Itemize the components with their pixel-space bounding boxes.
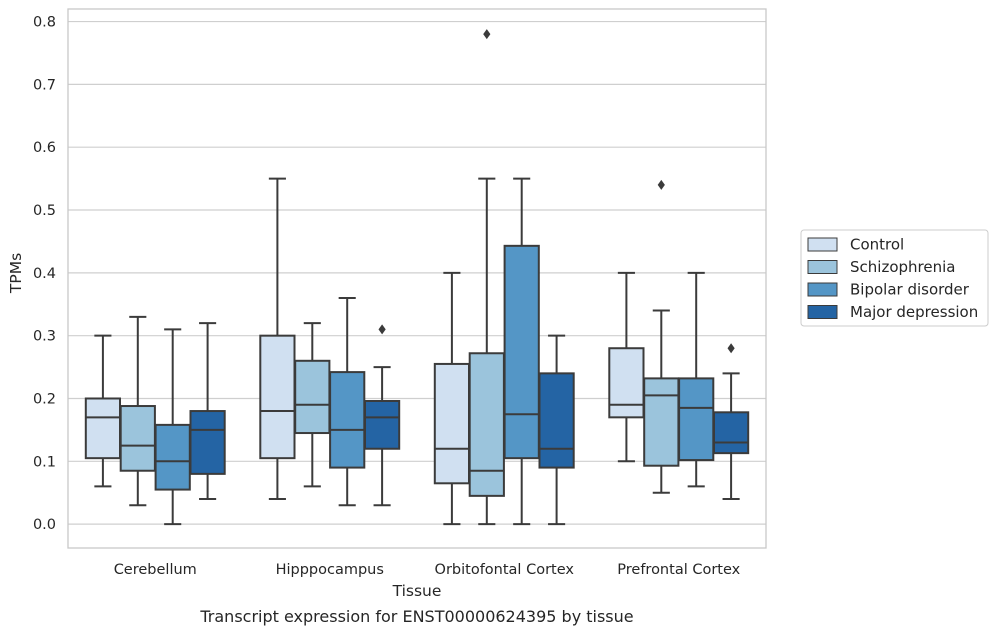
box-iqr bbox=[433, 362, 471, 485]
x-axis-label: Tissue bbox=[392, 582, 442, 600]
figure-caption: Transcript expression for ENST0000062439… bbox=[199, 607, 633, 626]
box-iqr bbox=[119, 405, 156, 472]
box-iqr bbox=[608, 347, 645, 419]
plot-frame bbox=[67, 8, 767, 549]
legend-label: Control bbox=[850, 236, 904, 254]
legend-swatch bbox=[807, 260, 838, 274]
outlier-point bbox=[727, 343, 735, 354]
box-3-3 bbox=[712, 343, 750, 500]
box-iqr bbox=[712, 411, 750, 455]
outlier-point bbox=[483, 29, 491, 40]
y-tick-label: 0.2 bbox=[33, 391, 56, 407]
box-iqr bbox=[259, 334, 296, 460]
y-tick-label: 0.5 bbox=[33, 203, 56, 219]
box-iqr bbox=[538, 372, 575, 469]
outlier-point bbox=[378, 324, 386, 335]
box-iqr bbox=[189, 410, 226, 475]
y-tick-label: 0.6 bbox=[33, 140, 56, 156]
x-tick-labels: Cerebellum Hipppocampus Orbitofontal Corte… bbox=[114, 562, 741, 578]
legend-label: Major depression bbox=[850, 303, 978, 321]
x-tick-label: Hipppocampus bbox=[276, 562, 384, 578]
box-1-0 bbox=[259, 177, 296, 500]
y-tick-label: 0.4 bbox=[33, 266, 56, 282]
y-axis-label: TPMs bbox=[7, 253, 25, 294]
box-0-0 bbox=[84, 334, 122, 488]
box-2-1 bbox=[468, 29, 505, 526]
legend-label: Bipolar disorder bbox=[850, 281, 970, 299]
box-iqr bbox=[154, 423, 191, 491]
box-3-1 bbox=[643, 179, 680, 494]
box-0-3 bbox=[189, 322, 226, 500]
box-iqr bbox=[678, 377, 715, 462]
x-tick-label: Cerebellum bbox=[114, 562, 197, 578]
box-1-1 bbox=[294, 322, 331, 488]
box-2-3 bbox=[538, 334, 575, 526]
box-iqr bbox=[503, 244, 540, 460]
box-3-2 bbox=[678, 271, 715, 488]
box-0-1 bbox=[119, 315, 156, 507]
y-tick-label: 0.8 bbox=[33, 15, 56, 31]
box-1-2 bbox=[329, 296, 366, 507]
box-iqr bbox=[468, 352, 505, 497]
legend-swatch bbox=[807, 282, 838, 297]
y-tick-labels: 0.0 0.1 0.2 0.3 0.4 0.5 0.6 0.7 0.8 bbox=[33, 15, 56, 534]
legend-swatch bbox=[807, 237, 838, 252]
boxes bbox=[84, 29, 750, 526]
y-tick-label: 0.7 bbox=[33, 77, 56, 93]
legend-frame bbox=[800, 229, 989, 327]
outlier-point bbox=[657, 179, 665, 190]
legend-label: Schizophrenia bbox=[850, 258, 955, 276]
box-2-2 bbox=[503, 177, 540, 526]
legend: Control Schizophrenia Bipolar disorder Majo… bbox=[800, 229, 989, 327]
box-0-2 bbox=[154, 328, 191, 526]
y-tick-label: 0.1 bbox=[33, 454, 56, 470]
x-tick-label: Orbitofontal Cortex bbox=[435, 562, 575, 578]
box-iqr bbox=[363, 400, 401, 450]
box-iqr bbox=[329, 371, 366, 469]
y-tick-label: 0.3 bbox=[33, 329, 56, 345]
box-iqr bbox=[84, 397, 122, 460]
x-tick-label: Prefrontal Cortex bbox=[617, 562, 740, 578]
y-tick-label: 0.0 bbox=[33, 517, 56, 533]
box-iqr bbox=[643, 377, 680, 467]
box-1-3 bbox=[363, 324, 401, 507]
legend-swatch bbox=[807, 305, 838, 319]
box-iqr bbox=[294, 359, 331, 435]
box-3-0 bbox=[608, 271, 645, 463]
box-2-0 bbox=[433, 271, 471, 526]
